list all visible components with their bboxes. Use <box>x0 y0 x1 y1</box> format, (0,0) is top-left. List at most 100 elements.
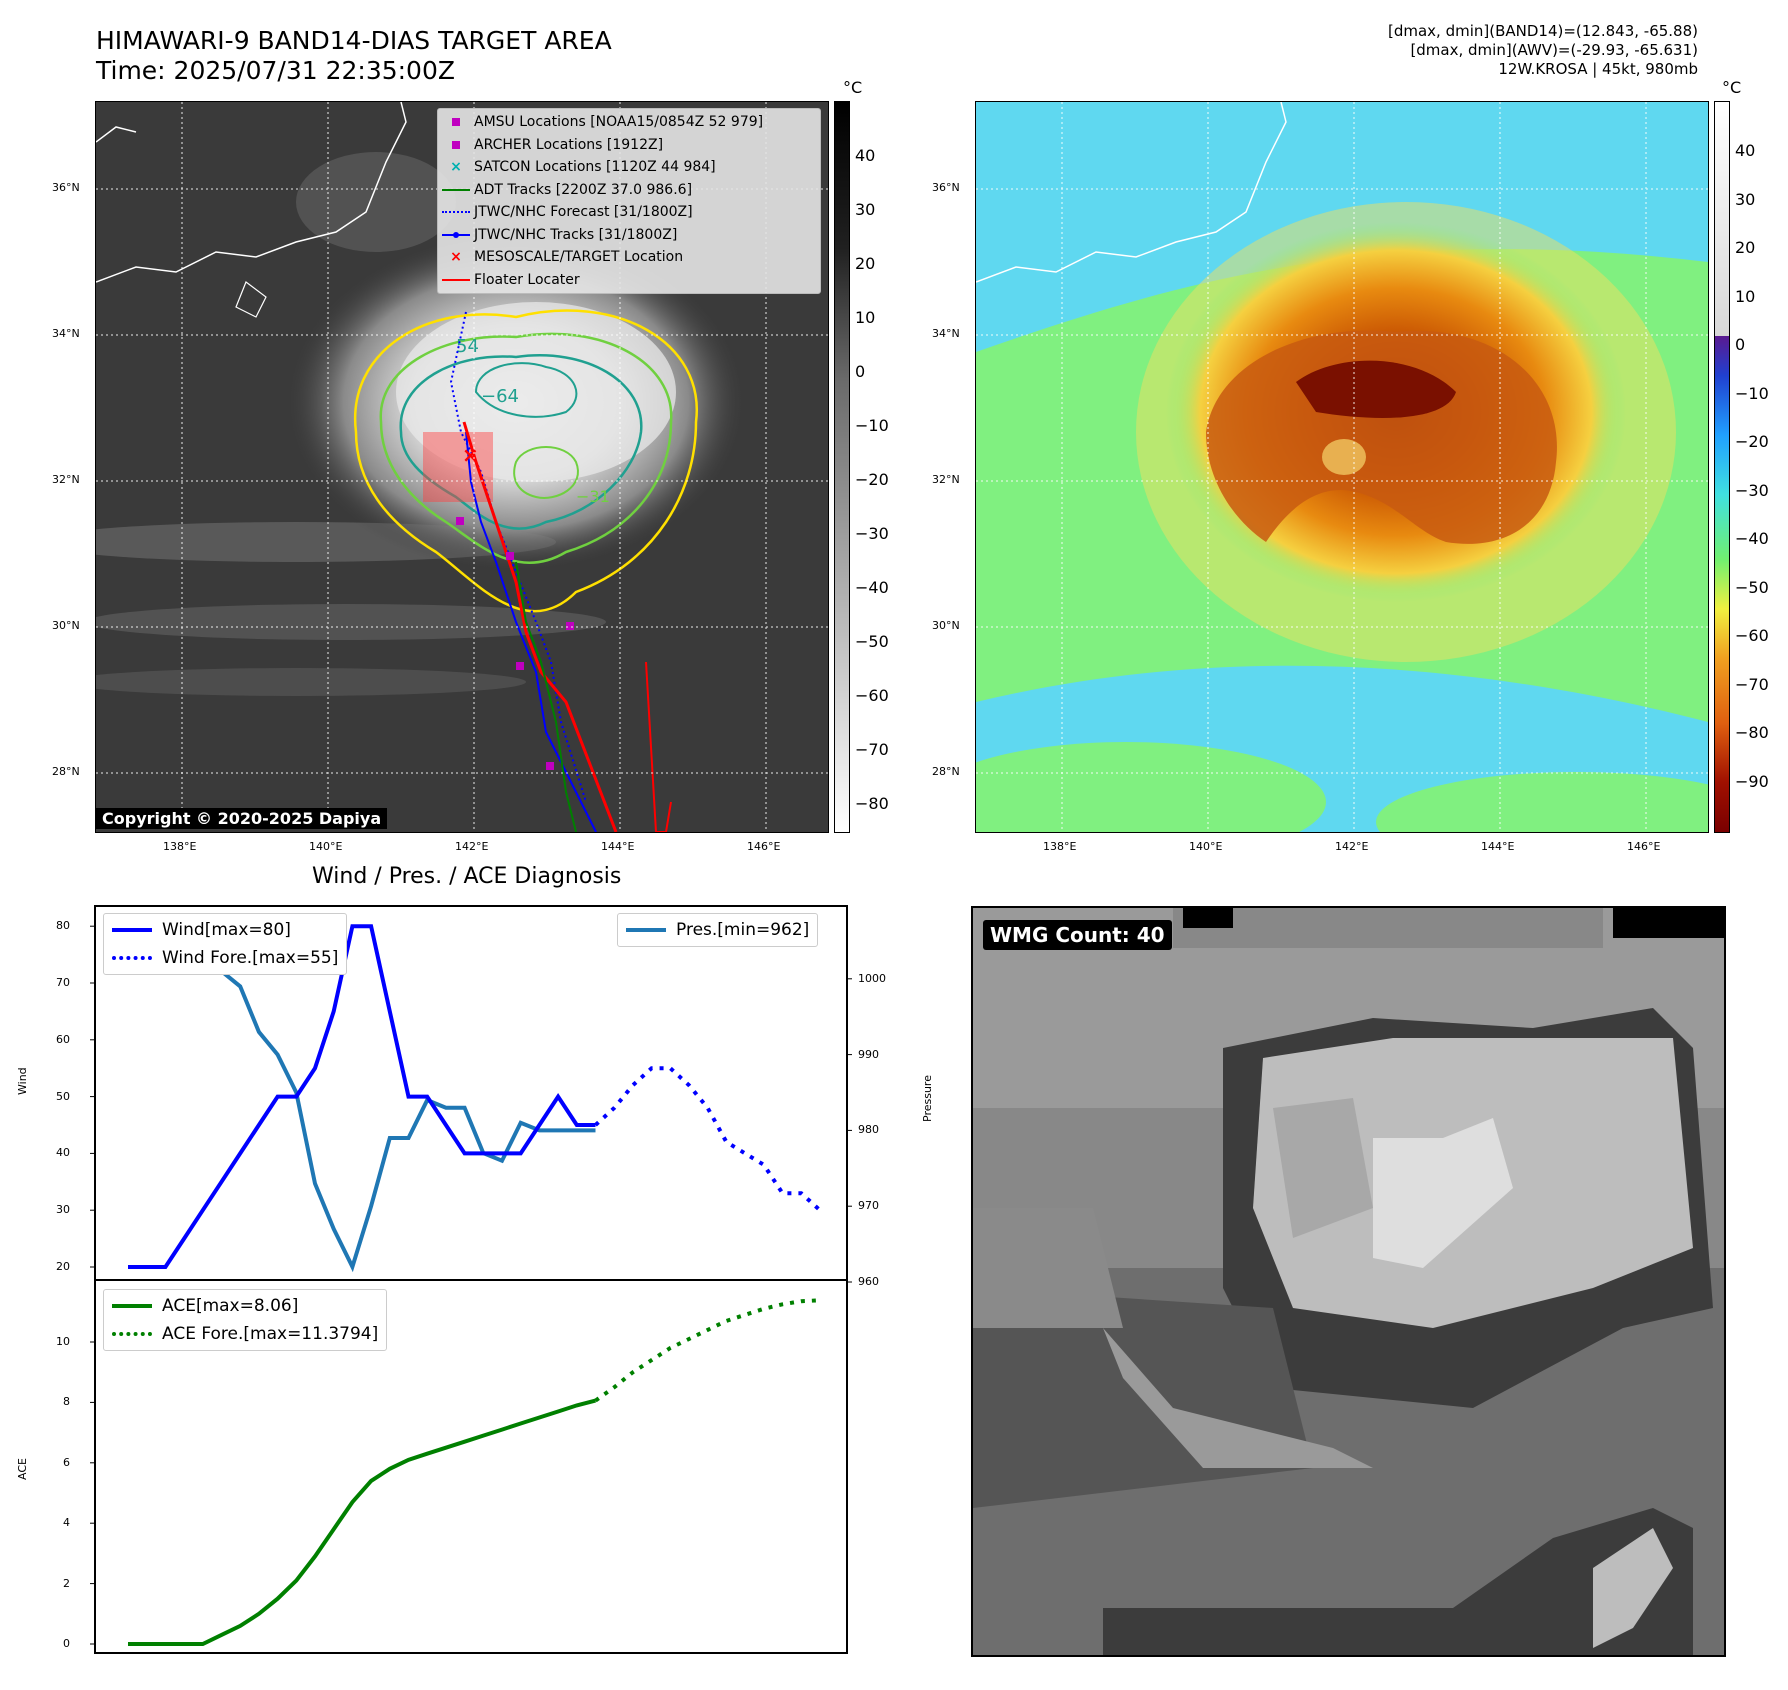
legend-pressure: Pres.[min=962] <box>626 916 809 944</box>
legend-archer: ARCHER Locations [1912Z] <box>438 134 820 157</box>
ir-colorbar-tick: −30 <box>855 524 889 543</box>
wind-tick-label: 50 <box>56 1089 70 1103</box>
pressure-tick-label: 960 <box>858 1275 879 1288</box>
ace-tick-label: 0 <box>63 1637 70 1650</box>
wind-tick-label: 80 <box>56 919 70 933</box>
pressure-tick-label: 970 <box>858 1199 879 1213</box>
awv-colorbar-tick: −40 <box>1735 529 1769 548</box>
ir-colorbar-tick: −40 <box>855 578 889 597</box>
ace-tick-label: 6 <box>63 1455 70 1469</box>
legend-adt: ADT Tracks [2200Z 37.0 986.6] <box>438 179 820 202</box>
svg-text:×: × <box>462 443 479 467</box>
ir-satellite-panel: 54 −64 −31 × AMSU Locations <box>95 101 829 833</box>
lat-label: 36°N <box>932 181 960 194</box>
ace-series-line <box>128 1398 596 1646</box>
wind-tick-label: 70 <box>56 976 70 989</box>
legend-wind: Wind[max=80] <box>112 916 338 944</box>
ir-colorbar-tick: −50 <box>855 632 889 651</box>
ir-colorbar-tick: 30 <box>855 200 876 219</box>
legend-floater: Floater Locater <box>438 269 820 292</box>
wind-forecast-series-line <box>594 1066 822 1212</box>
ir-colorbar-tick: −60 <box>855 686 889 705</box>
ir-colorbar-tick: 40 <box>855 146 876 165</box>
legend-jtwc-forecast: JTWC/NHC Forecast [31/1800Z] <box>438 201 820 224</box>
copyright-label: Copyright © 2020-2025 Dapiya <box>96 808 388 829</box>
ir-colorbar <box>834 101 850 833</box>
awv-colorbar-tick: 0 <box>1735 335 1746 354</box>
legend-target: × MESOSCALE/TARGET Location <box>450 249 684 266</box>
awv-colorbar-tick: 40 <box>1735 141 1756 160</box>
awv-colorbar-tick: −10 <box>1735 383 1769 403</box>
figure-title-line2: Time: 2025/07/31 22:35:00Z <box>96 56 455 85</box>
lon-label: 140°E <box>309 840 343 853</box>
legend-jtwc-tracks: JTWC/NHC Tracks [31/1800Z] <box>438 224 820 247</box>
ace-tick-label: 10 <box>56 1335 70 1348</box>
info-line1: [dmax, dmin](BAND14)=(12.843, -65.88) <box>1387 22 1698 40</box>
contour-label: −64 <box>481 386 519 407</box>
awv-colorbar-tick: −60 <box>1735 626 1769 645</box>
lon-label: 146°E <box>1627 840 1661 853</box>
ace-tick-label: 8 <box>63 1395 70 1409</box>
wind-tick-label: 20 <box>56 1260 70 1273</box>
diagnosis-title: Wind / Pres. / ACE Diagnosis <box>312 864 622 889</box>
pressure-tick-label: 1000 <box>858 971 886 985</box>
wind-legend: Wind[max=80] Wind Fore.[max=55] <box>103 913 348 975</box>
info-line2: [dmax, dmin](AWV)=(-29.93, -65.631) <box>1410 41 1698 59</box>
legend-ace-fore: ACE Fore.[max=11.3794] <box>112 1320 378 1348</box>
wind-tick-label: 40 <box>56 1146 70 1160</box>
lat-label: 28°N <box>52 765 80 778</box>
ace-legend: ACE[max=8.06] ACE Fore.[max=11.3794] <box>103 1289 388 1351</box>
wind-tick-label: 60 <box>56 1032 70 1046</box>
lat-label: 34°N <box>932 327 960 340</box>
pressure-tick-label: 990 <box>858 1047 879 1061</box>
target-area-box <box>423 432 493 502</box>
lon-label: 144°E <box>1481 840 1515 853</box>
legend-amsu: AMSU Locations [NOAA15/0854Z 52 979] <box>438 111 820 134</box>
info-block: [dmax, dmin](BAND14)=(12.843, -65.88) [d… <box>1388 22 1698 79</box>
lon-label: 144°E <box>601 840 635 853</box>
wmg-image <box>973 908 1724 1655</box>
lon-label: 138°E <box>1043 840 1077 853</box>
awv-colorbar-tick: 20 <box>1735 238 1756 257</box>
legend-satcon: × SATCON Locations [1120Z 44 984] <box>450 159 716 176</box>
lon-label: 142°E <box>455 840 489 853</box>
ir-colorbar-unit: °C <box>843 78 863 97</box>
ir-colorbar-tick: −70 <box>855 740 889 759</box>
lon-label: 146°E <box>747 840 781 853</box>
info-line3: 12W.KROSA | 45kt, 980mb <box>1498 60 1698 78</box>
lon-label: 142°E <box>1335 840 1369 853</box>
ir-colorbar-tick: −10 <box>855 416 889 435</box>
wind-tick-label: 30 <box>56 1203 70 1217</box>
ace-axis-label: ACE <box>16 1458 29 1480</box>
lat-label: 34°N <box>52 327 80 340</box>
wmg-panel: WMG Count: 40 <box>971 906 1726 1657</box>
ir-colorbar-tick: −80 <box>855 794 889 813</box>
wind-axis-label: Wind <box>16 1067 29 1095</box>
pressure-legend: Pres.[min=962] <box>617 913 819 947</box>
awv-colorbar-tick: −50 <box>1735 577 1769 597</box>
lat-label: 36°N <box>52 181 80 194</box>
awv-colorbar-tick: −90 <box>1735 771 1769 791</box>
awv-colorbar-tick: −20 <box>1735 432 1769 451</box>
lat-label: 28°N <box>932 765 960 778</box>
pressure-axis-label: Pressure <box>921 1075 934 1122</box>
legend-wind-fore: Wind Fore.[max=55] <box>112 944 338 972</box>
awv-satellite-panel <box>975 101 1709 833</box>
pressure-series-line <box>128 923 596 1273</box>
lat-label: 32°N <box>52 473 80 486</box>
figure-title-line1: HIMAWARI-9 BAND14-DIAS TARGET AREA <box>96 26 612 55</box>
pressure-tick-label: 980 <box>858 1123 879 1137</box>
awv-colorbar-tick: −30 <box>1735 480 1769 500</box>
awv-colorbar-tick: 10 <box>1735 286 1756 306</box>
ir-colorbar-tick: 10 <box>855 308 876 327</box>
ace-forecast-series-line <box>594 1298 820 1403</box>
lon-label: 140°E <box>1189 840 1223 853</box>
ace-tick-label: 4 <box>63 1516 70 1530</box>
contour-label: −31 <box>576 487 610 506</box>
wind-series-line <box>128 924 596 1269</box>
awv-image <box>976 102 1708 832</box>
legend-ace: ACE[max=8.06] <box>112 1292 378 1320</box>
ir-legend: AMSU Locations [NOAA15/0854Z 52 979] ARC… <box>437 108 821 294</box>
lat-label: 30°N <box>52 619 80 632</box>
lon-label: 138°E <box>163 840 197 853</box>
